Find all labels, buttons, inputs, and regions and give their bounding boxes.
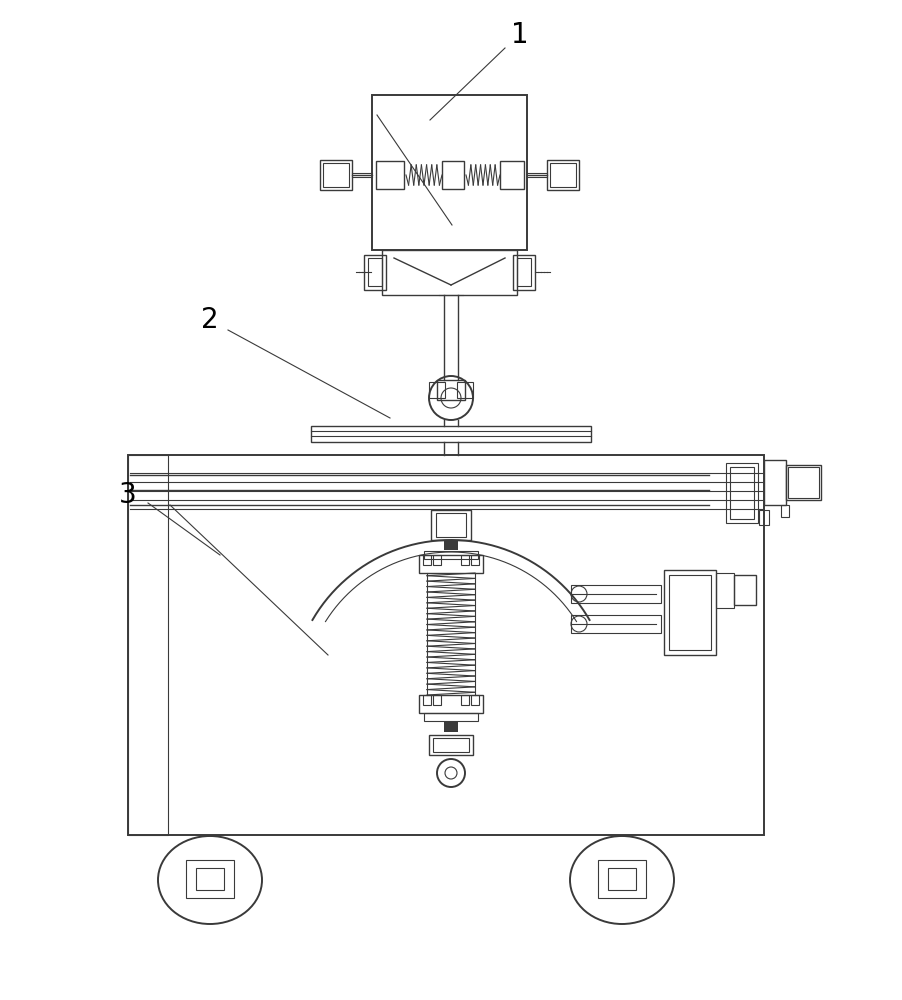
Bar [471, 695, 478, 705]
Bar [128, 455, 763, 835]
Bar [433, 738, 468, 752]
Text: 1: 1 [511, 21, 529, 49]
Bar [763, 460, 785, 505]
Bar [570, 585, 660, 603]
Bar [517, 258, 530, 286]
Bar [437, 380, 465, 400]
Bar [607, 868, 635, 890]
Bar [668, 575, 710, 650]
Bar [422, 555, 430, 565]
Bar [787, 467, 818, 498]
Bar [597, 860, 645, 898]
Bar [729, 467, 753, 519]
Bar [364, 255, 385, 290]
Bar [547, 160, 578, 190]
Bar [663, 570, 715, 655]
Bar [424, 551, 477, 559]
Bar [785, 465, 820, 500]
Bar [461, 555, 468, 565]
Bar [444, 540, 457, 550]
Bar [725, 463, 757, 523]
Bar [461, 695, 468, 705]
Bar [422, 695, 430, 705]
Bar [424, 713, 477, 721]
Bar [368, 258, 382, 286]
Bar [430, 510, 471, 540]
Bar [419, 695, 483, 713]
Bar [471, 555, 478, 565]
Bar [549, 163, 575, 187]
Bar [433, 555, 440, 565]
Bar [433, 695, 440, 705]
Text: 3: 3 [119, 481, 137, 509]
Bar [512, 255, 534, 290]
Bar [780, 505, 788, 517]
Bar [733, 575, 755, 605]
Bar [419, 555, 483, 573]
Text: 2: 2 [201, 306, 218, 334]
Bar [196, 868, 224, 890]
Bar [319, 160, 352, 190]
Bar [444, 722, 457, 732]
Bar [128, 455, 168, 835]
Bar [323, 163, 348, 187]
Bar [382, 250, 517, 295]
Bar [570, 615, 660, 633]
Bar [500, 161, 523, 189]
Bar [456, 382, 473, 398]
Bar [428, 735, 473, 755]
Bar [759, 510, 769, 525]
Bar [428, 382, 445, 398]
Bar [441, 161, 464, 189]
Bar [375, 161, 403, 189]
Bar [372, 95, 527, 250]
Bar [186, 860, 234, 898]
Bar [310, 426, 590, 442]
Bar [436, 513, 465, 537]
Bar [715, 573, 733, 608]
